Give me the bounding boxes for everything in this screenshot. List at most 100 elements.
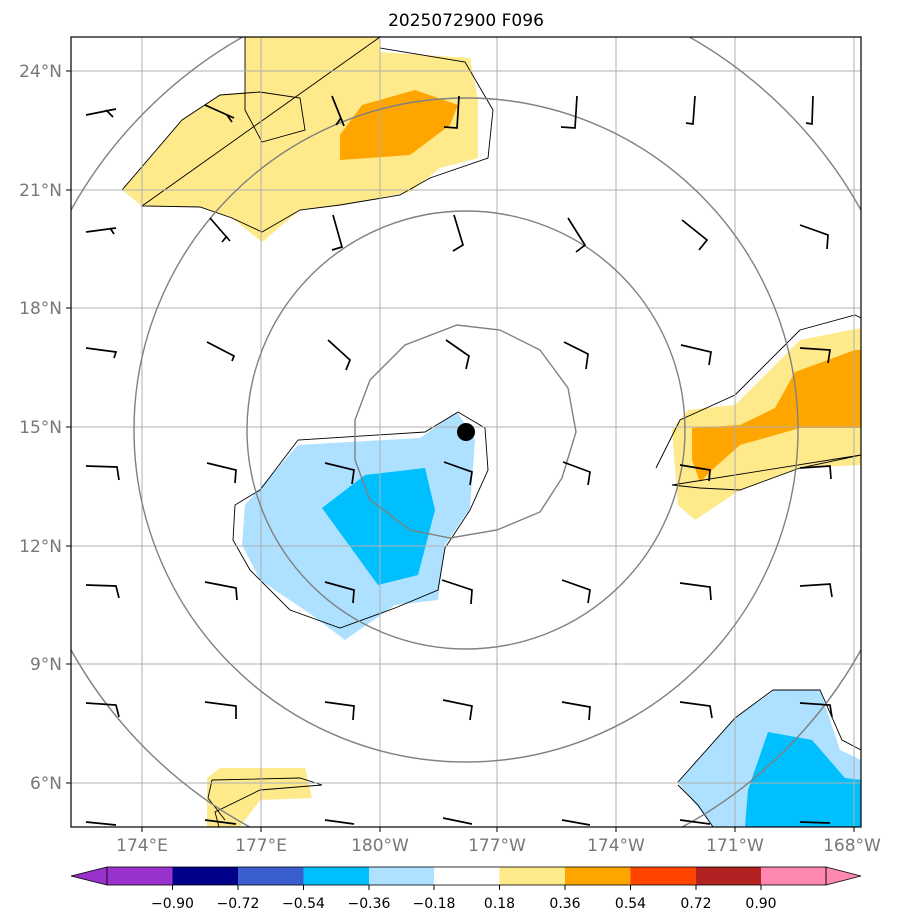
contour-ring-1 (354, 324, 577, 539)
colorbar-label: −0.54 (282, 896, 325, 912)
wind-barb (679, 464, 711, 482)
wind-barb (561, 701, 591, 721)
wind-barb (206, 462, 237, 484)
lon-label: 171°W (706, 836, 764, 856)
colorbar-label: 0.72 (680, 896, 711, 912)
wind-barb (561, 579, 591, 604)
lat-label: 12°N (19, 537, 62, 557)
coastline-southwest (207, 777, 323, 827)
wind-barb (799, 347, 831, 364)
colorbar-label: 0.18 (484, 896, 515, 912)
wind-barb (685, 95, 696, 125)
colorbar-label: 0.90 (745, 896, 776, 912)
contour-ring-2 (246, 210, 686, 650)
wind-barb (204, 819, 237, 825)
colorbar-label: 0.36 (549, 896, 580, 912)
wind-barb (204, 701, 237, 719)
wind-barb (681, 219, 709, 251)
colorbar-extend-low (70, 866, 108, 886)
shaded-field (122, 37, 861, 827)
wind-barb (206, 341, 236, 362)
wind-barb (85, 702, 120, 718)
wind-barb (324, 819, 355, 825)
wind-barb (799, 465, 832, 480)
colorbar-label: −0.90 (151, 896, 194, 912)
wind-barb (452, 214, 465, 252)
lat-label: 15°N (19, 418, 62, 438)
colorbar-swatch (107, 867, 173, 885)
colorbar-label: 0.54 (615, 896, 646, 912)
colorbar-swatch (238, 867, 304, 885)
wind-barb (442, 817, 473, 825)
colorbar-swatch (303, 867, 369, 885)
wind-barb (563, 341, 589, 370)
wind-barb (85, 465, 120, 481)
wind-barb (85, 108, 117, 118)
coastline-central (232, 411, 489, 629)
wind-barb (442, 699, 473, 721)
map-title: 2025072900 F096 (388, 11, 544, 31)
axis-ticks (66, 70, 855, 832)
wind-barb (85, 227, 117, 235)
strong-negative-region-center (322, 468, 435, 585)
storm-center-marker (457, 423, 475, 441)
wind-barb (799, 702, 833, 718)
colorbar-swatch (761, 867, 826, 885)
wind-barb (324, 462, 355, 485)
colorbar-swatch (630, 867, 696, 885)
lat-label: 6°N (30, 774, 62, 794)
wind-barb (567, 217, 587, 253)
wind-barb (441, 579, 473, 605)
coastline-north (121, 37, 494, 233)
wind-barb (560, 95, 578, 129)
colorbar-swatch (434, 867, 500, 885)
coastlines (121, 37, 861, 827)
lat-label: 24°N (19, 62, 62, 82)
wind-barb (85, 347, 118, 359)
positive-anomaly-region-southwest (207, 768, 312, 827)
colorbar-label: −0.18 (413, 896, 456, 912)
wind-barbs (85, 95, 833, 826)
wind-barb (445, 339, 470, 370)
wind-barb (679, 701, 713, 719)
wind-barb (561, 819, 591, 826)
lon-label: 168°W (823, 836, 881, 856)
lat-label: 21°N (19, 181, 62, 201)
wind-barb (204, 581, 238, 601)
wind-barb (331, 95, 345, 127)
wind-barb (680, 344, 712, 366)
positive-anomaly-region-north (122, 37, 478, 242)
wind-barb (679, 582, 712, 601)
colorbar-frame (106, 866, 827, 886)
wind-barb (85, 821, 117, 826)
colorbar-swatch (499, 867, 565, 885)
lon-label: 174°E (116, 836, 168, 856)
wind-barb (204, 104, 235, 123)
wind-barb (443, 95, 460, 129)
lon-label: 180°W (351, 836, 409, 856)
colorbar-label: −0.36 (348, 896, 391, 912)
wind-barb (331, 214, 344, 251)
colorbar-swatch (696, 867, 761, 885)
lon-label: 177°W (468, 836, 526, 856)
wind-barb (327, 339, 352, 371)
wind-barb (324, 581, 355, 604)
plot-area (71, 37, 861, 827)
colorbar-swatch (565, 867, 631, 885)
wind-barb (805, 95, 814, 125)
colorbar-swatch (369, 867, 434, 885)
strong-anomaly-region-east (692, 350, 861, 482)
wind-barb (209, 217, 231, 243)
contour-ring-3 (133, 97, 799, 763)
lat-labels: 24°N 21°N 18°N 15°N 12°N 9°N 6°N (19, 62, 62, 794)
strong-negative-region-southeast (745, 732, 861, 827)
wind-barb (443, 461, 473, 486)
colorbar-extend-high (825, 866, 862, 886)
wind-barb (799, 583, 833, 598)
plot-frame (70, 36, 862, 828)
wind-barb (679, 819, 711, 825)
wind-barb (324, 701, 355, 721)
lon-labels: 174°E 177°E 180°W 177°W 174°W 171°W 168°… (116, 836, 881, 856)
coastline-southeast (677, 689, 861, 827)
lon-label: 177°E (235, 836, 287, 856)
